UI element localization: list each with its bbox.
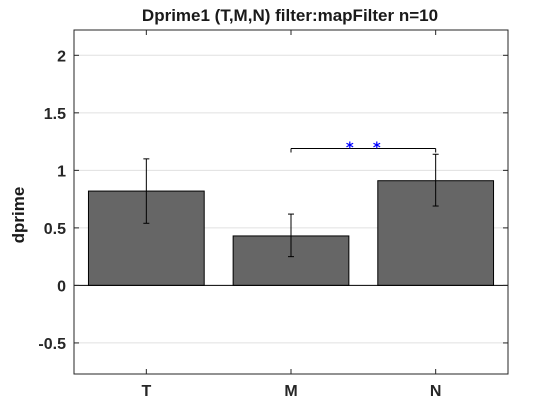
significance-group: * *	[290, 139, 437, 157]
y-axis-label: dprime	[9, 187, 28, 244]
y-tick-label: 0.5	[44, 221, 66, 238]
x-tick-label: N	[430, 383, 442, 400]
y-tick-label: -0.5	[38, 336, 66, 353]
y-tick-label: 0	[57, 278, 66, 295]
y-axis-ticks: -0.5 0 0.5 1 1.5 2	[38, 48, 508, 353]
x-tick-label: T	[141, 383, 151, 400]
error-bars	[143, 153, 439, 258]
chart-title: Dprime1 (T,M,N) filter:mapFilter n=10	[142, 6, 438, 25]
y-tick-label: 2	[57, 48, 66, 65]
x-tick-label: M	[284, 383, 297, 400]
significance-marker: * *	[346, 139, 381, 157]
y-tick-label: 1	[57, 163, 66, 180]
y-tick-label: 1.5	[44, 106, 66, 123]
